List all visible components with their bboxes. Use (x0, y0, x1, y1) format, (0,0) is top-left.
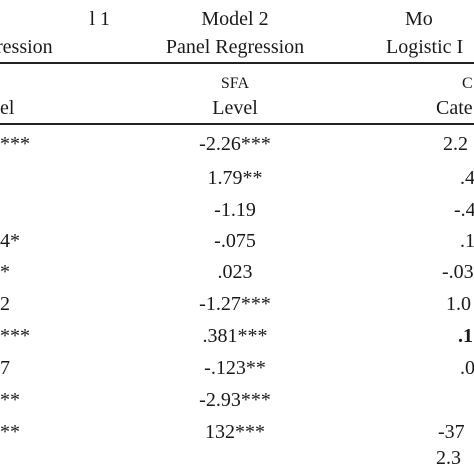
cell-model1: 7 (0, 357, 10, 379)
model1-level: el (0, 97, 15, 119)
cell-model3: -.03 (442, 261, 474, 283)
cell-model2: .381*** (202, 325, 268, 347)
cell-model1: *** (0, 325, 30, 347)
model3-type: Logistic I (386, 36, 464, 58)
cell-model3: .4 (460, 167, 474, 189)
cell-model2: 1.79** (207, 167, 263, 189)
subheader-rule (0, 123, 474, 125)
cell-model1: ** (0, 421, 20, 443)
cell-model3: 1.0 (446, 293, 471, 315)
cell-model3: 2.2 (443, 133, 468, 155)
cell-model1: 2 (0, 293, 10, 315)
model3-level: Cate (436, 97, 473, 119)
model2-level: Level (212, 97, 258, 119)
model2-title: Model 2 (201, 8, 269, 30)
cell-model2: -1.19 (214, 199, 256, 221)
cell-model1: ** (0, 389, 20, 411)
cell-model3: .1 (458, 325, 473, 347)
model3-var: C (462, 75, 473, 92)
header-rule (0, 62, 474, 64)
cell-model1: *** (0, 133, 30, 155)
model2-var: SFA (220, 75, 250, 92)
cell-model3: -.4 (454, 199, 474, 221)
cell-model3: .1 (460, 230, 474, 252)
cell-model2: -.075 (214, 230, 256, 252)
cell-model2: -2.26*** (199, 133, 271, 155)
cell-model2: .023 (217, 261, 253, 283)
model1-type: ression (0, 36, 53, 58)
model2-type: Panel Regression (165, 36, 305, 58)
model3-title: Mo (405, 8, 433, 30)
cell-model2: -1.27*** (199, 293, 271, 315)
cell-model3: 2.3 (436, 447, 461, 469)
cell-model1: 4* (0, 230, 20, 252)
cell-model2: -.123** (204, 357, 266, 379)
cell-model2: -2.93*** (199, 389, 271, 411)
cell-model2: 132*** (205, 421, 265, 443)
cell-model3: -37 (438, 421, 465, 443)
cell-model1: * (0, 261, 10, 283)
model1-title: l 1 (89, 8, 110, 30)
cell-model3: .0 (460, 357, 474, 379)
